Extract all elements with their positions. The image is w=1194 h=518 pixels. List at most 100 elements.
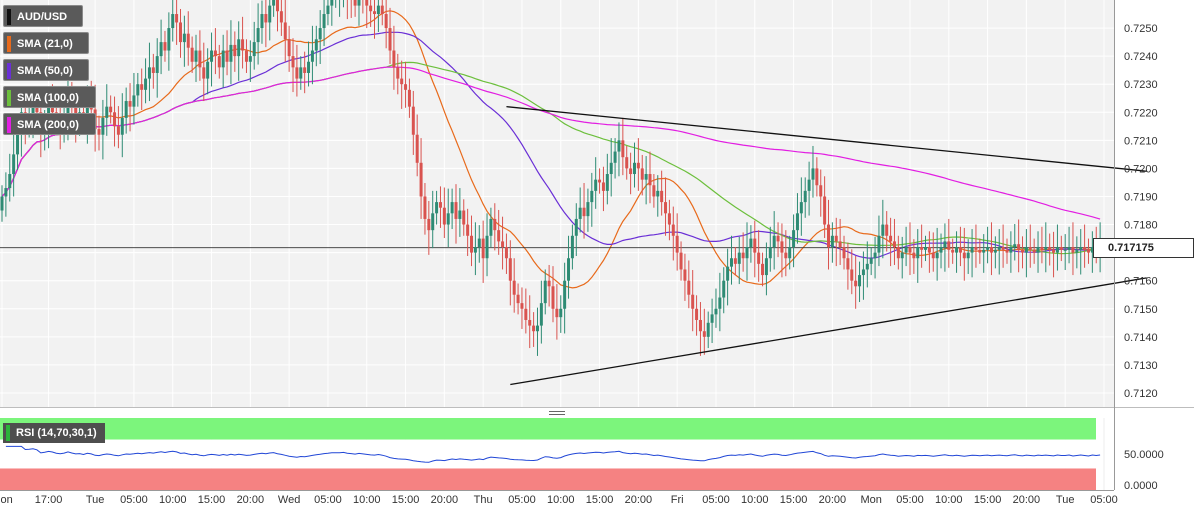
candle-body (283, 22, 287, 40)
x-tick-label: 10:00 (547, 494, 575, 506)
y-tick-label: 0.7190 (1124, 191, 1158, 203)
candle-body (896, 247, 900, 259)
candle-body (986, 247, 990, 250)
candle-body (613, 151, 617, 163)
candle-body (1009, 247, 1013, 253)
candle-body (407, 89, 411, 107)
candle-body (147, 67, 151, 79)
y-tick-label: 0.7220 (1124, 107, 1158, 119)
last-price-label: 0.717175 (1093, 237, 1194, 258)
candle-body (427, 218, 431, 231)
candle-body (563, 280, 567, 309)
candle-body (477, 238, 481, 248)
candle-body (1028, 247, 1032, 250)
candle-body (667, 213, 671, 225)
legend-item-sma21[interactable]: SMA (21,0) (3, 32, 89, 54)
candle-body (462, 210, 466, 225)
candle-body (411, 106, 415, 135)
candle-body (958, 247, 962, 253)
candle-body (16, 131, 20, 155)
legend-item-sma50[interactable]: SMA (50,0) (3, 59, 89, 81)
candle-body (764, 258, 768, 276)
x-tick-label: 05:00 (314, 494, 342, 506)
candle-body (745, 247, 749, 259)
candle-body (625, 157, 629, 169)
candle-body (834, 235, 838, 242)
candle-body (109, 106, 113, 113)
candle-body (660, 190, 664, 203)
x-tick-label: Mon (860, 494, 881, 506)
rsi-label: RSI (14,70,30,1) (16, 427, 97, 439)
candle-body (741, 252, 745, 259)
candle-body (974, 247, 978, 250)
candle-body (264, 14, 268, 23)
candle-body (485, 235, 489, 259)
candle-body (943, 241, 947, 248)
candle-body (582, 207, 586, 217)
candle-body (590, 190, 594, 203)
x-tick-label: 10:00 (159, 494, 187, 506)
candle-body (307, 61, 311, 73)
legend-item-instrument[interactable]: AUD/USD (3, 5, 83, 27)
trendline (510, 277, 1147, 386)
candle-body (567, 258, 571, 281)
candle-body (877, 235, 881, 253)
candle-body (1079, 247, 1083, 250)
candle-body (116, 126, 120, 135)
candle-body (229, 44, 233, 62)
candle-body (869, 258, 873, 264)
legend-item-sma100[interactable]: SMA (100,0) (3, 86, 96, 108)
candle-body (947, 241, 951, 250)
candle-body (784, 252, 788, 259)
candle-body (35, 106, 39, 113)
candle-body (1075, 249, 1079, 253)
candle-body (823, 196, 827, 225)
candle-body (326, 5, 330, 15)
candle-body (175, 14, 179, 23)
rsi-legend[interactable]: RSI (14,70,30,1) (3, 423, 105, 443)
candle-body (303, 67, 307, 73)
x-tick-label: 15:00 (974, 494, 1002, 506)
x-tick-label: 15:00 (392, 494, 420, 506)
candle-body (931, 252, 935, 259)
candle-body (1048, 247, 1052, 250)
candle-body (978, 249, 982, 253)
candle-body (473, 247, 477, 253)
candle-body (924, 247, 928, 250)
candle-body (675, 235, 679, 253)
candle-body (594, 179, 598, 191)
x-tick-label: 05:00 (120, 494, 148, 506)
pane-resize-handle[interactable] (546, 409, 568, 416)
candle-body (516, 294, 520, 304)
candle-body (1005, 249, 1009, 253)
candle-body (217, 56, 221, 68)
legend-item-sma200[interactable]: SMA (200,0) (3, 113, 96, 135)
candle-body (31, 106, 35, 118)
trendline (506, 106, 1147, 172)
candle-body (966, 252, 970, 259)
candle-body (733, 258, 737, 264)
candle-body (811, 168, 815, 180)
candle-body (629, 168, 633, 175)
candle-body (621, 140, 625, 158)
y-tick-label: 0.7150 (1124, 304, 1158, 316)
candle-body (570, 235, 574, 259)
candle-body (691, 294, 695, 309)
candle-body (167, 28, 171, 51)
candle-body (373, 11, 377, 15)
candle-body (396, 67, 400, 79)
candle-body (955, 247, 959, 253)
candle-body (722, 280, 726, 298)
candle-body (1032, 249, 1036, 253)
rsi-neutral-zone (0, 439, 1096, 469)
candle-body (388, 28, 392, 51)
candle-body (881, 224, 885, 236)
candle-body (861, 269, 865, 276)
candle-body (1017, 244, 1021, 250)
candle-body (528, 319, 532, 326)
candle-body (904, 247, 908, 253)
candle-body (206, 61, 210, 79)
candle-body (213, 50, 217, 57)
candle-body (706, 322, 710, 337)
